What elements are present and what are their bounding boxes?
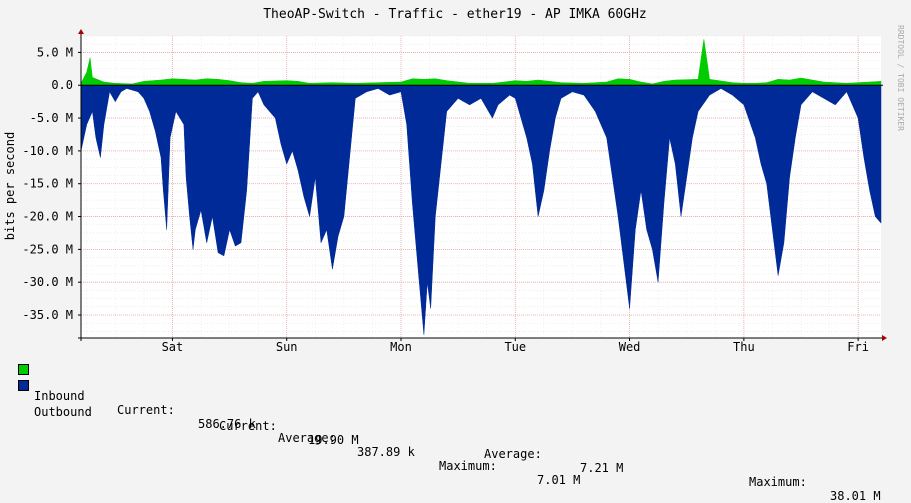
- x-tick-labels: Sat Sun Mon Tue Wed Thu Fri: [162, 340, 869, 354]
- legend-outbound-maximum-label: Maximum:: [749, 475, 807, 489]
- legend-swatch-inbound: [18, 364, 29, 375]
- axes: [78, 29, 887, 341]
- y-tick-labels: 5.0 M 0.0 -5.0 M -10.0 M -15.0 M -20.0 M -25.0…: [22, 45, 73, 322]
- series-area-outbound: [80, 84, 882, 335]
- legend-outbound-average-label: Average:: [484, 447, 542, 461]
- y-tick-label: -20.0 M: [22, 210, 73, 224]
- y-tick-label: 0.0: [51, 78, 73, 92]
- x-tick-label: Thu: [733, 340, 755, 354]
- y-axis-label: bits per second: [3, 132, 17, 240]
- y-tick-label: -25.0 M: [22, 242, 73, 256]
- traffic-chart: TheoAP-Switch - Traffic - ether19 - AP I…: [3, 7, 905, 354]
- y-tick-label: -30.0 M: [22, 275, 73, 289]
- x-tick-label: Sat: [162, 340, 184, 354]
- rrdtool-watermark: RRDTOOL / TOBI OETIKER: [896, 25, 905, 131]
- chart-title: TheoAP-Switch - Traffic - ether19 - AP I…: [263, 7, 647, 22]
- legend-outbound-current: 19.90 M: [308, 433, 359, 447]
- y-tick-label: -10.0 M: [22, 144, 73, 158]
- x-tick-label: Fri: [847, 340, 869, 354]
- y-tick-label: -15.0 M: [22, 177, 73, 191]
- legend-outbound-name: Outbound: [34, 405, 92, 419]
- y-tick-label: -5.0 M: [30, 111, 73, 125]
- x-tick-label: Sun: [276, 340, 298, 354]
- y-axis-arrow: [78, 29, 84, 34]
- legend-swatch-outbound: [18, 380, 29, 391]
- y-tick-label: 5.0 M: [37, 45, 73, 59]
- x-tick-label: Tue: [504, 340, 526, 354]
- y-tick-label: -35.0 M: [22, 308, 73, 322]
- series-area-inbound: [80, 39, 882, 86]
- x-tick-label: Wed: [619, 340, 641, 354]
- x-tick-label: Mon: [390, 340, 412, 354]
- legend-outbound-row: Outbound Current: 19.90 M Average: 7.21 …: [0, 377, 911, 503]
- legend-outbound-maximum: 38.01 M: [830, 489, 881, 503]
- series-areas: [80, 39, 882, 335]
- legend-outbound-average: 7.21 M: [580, 461, 624, 475]
- legend-outbound-current-label: Current:: [219, 419, 277, 433]
- x-axis-arrow: [882, 335, 887, 341]
